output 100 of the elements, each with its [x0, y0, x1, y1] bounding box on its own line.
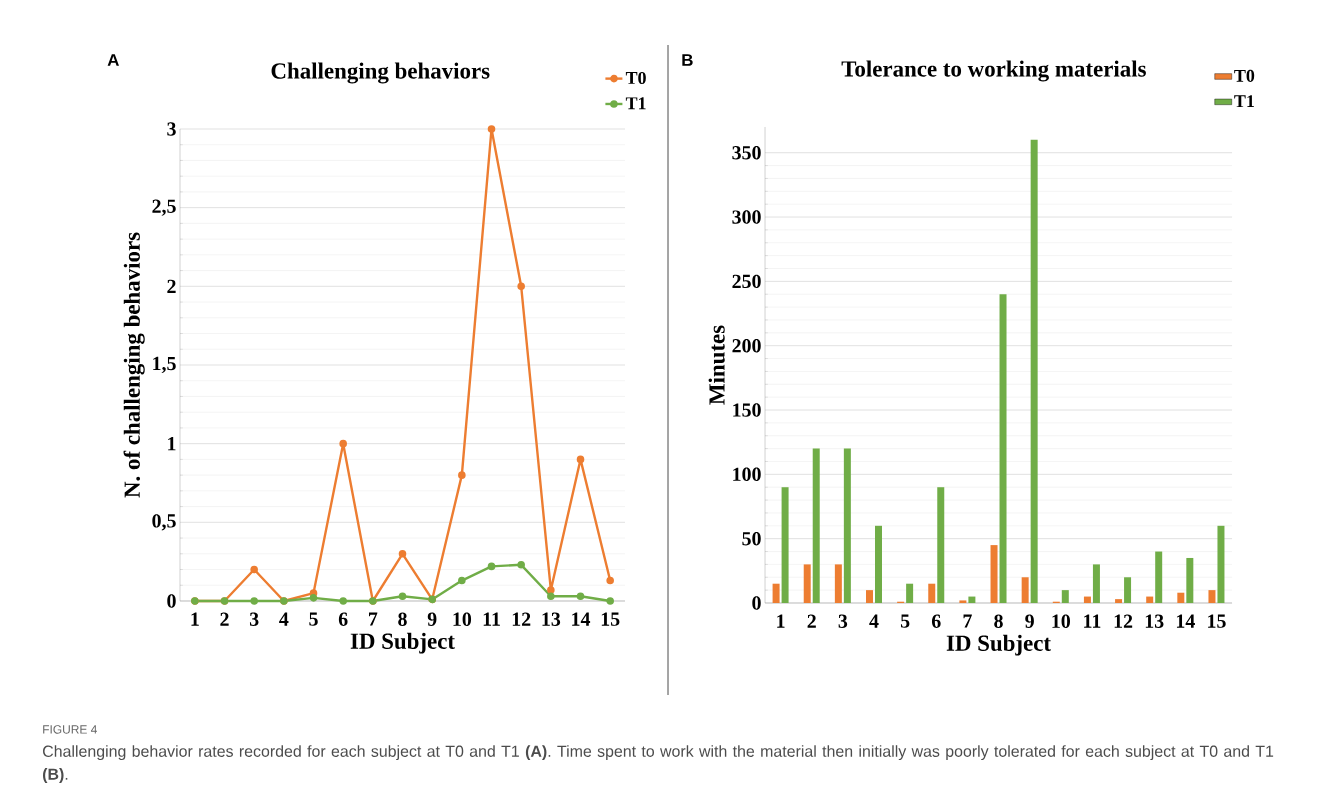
point — [309, 594, 318, 602]
x-tick-label: 6 — [931, 614, 941, 628]
bar — [1155, 551, 1163, 603]
x-tick-label: 3 — [249, 612, 259, 626]
x-tick-label: 7 — [369, 612, 378, 626]
y-tick-label: 2,5 — [152, 199, 176, 216]
x-tick-label: 13 — [542, 612, 561, 626]
point — [487, 125, 496, 133]
y-tick-label: 50 — [742, 531, 761, 546]
bar — [865, 590, 873, 603]
bar — [1083, 596, 1091, 603]
bar — [1186, 557, 1194, 603]
y-tick-label: 1 — [168, 437, 176, 451]
point — [576, 455, 585, 464]
x-tick-label: 8 — [398, 612, 407, 626]
point — [547, 586, 555, 594]
point — [576, 592, 585, 601]
y-axis-title: N. of challenging behaviors — [123, 232, 145, 498]
text: Challenging behavior rates recorded for each subject at T0 and T1 (A). Time spent to work with the material then initially was poorly tolerated for each subject at T0 and T1 (B). — [43, 745, 1274, 783]
y-tick-label: 100 — [733, 467, 761, 482]
chart-title: Challenging behaviors — [271, 62, 490, 84]
y-tick-label: 350 — [732, 145, 761, 160]
x-tick-label: 14 — [572, 612, 591, 626]
y-tick-label: 1,5 — [153, 356, 176, 374]
point — [606, 576, 614, 585]
bar — [834, 564, 842, 603]
bar — [1115, 599, 1123, 603]
x-tick-label: 6 — [338, 612, 348, 626]
point — [398, 592, 407, 601]
x-tick-label: 10 — [1052, 614, 1070, 628]
x-tick-label: 11 — [483, 612, 500, 626]
x-tick-label: 14 — [1176, 614, 1195, 628]
x-tick-label: 15 — [601, 612, 620, 626]
point — [547, 592, 555, 601]
bar — [812, 448, 820, 603]
point — [339, 439, 347, 448]
point — [606, 597, 614, 605]
bar — [959, 600, 967, 603]
x-tick-label: 11 — [1084, 614, 1101, 628]
y-tick-label: 0 — [752, 596, 761, 610]
bar — [937, 487, 945, 603]
caption: FIGURE 4 — [43, 725, 97, 734]
bar — [968, 596, 976, 603]
bar — [1217, 525, 1225, 603]
text: B — [682, 54, 693, 66]
point — [487, 562, 496, 571]
x-tick-label: 15 — [1208, 614, 1226, 628]
point — [250, 597, 258, 605]
x-tick-label: 10 — [453, 612, 472, 626]
x-tick-label: 9 — [427, 612, 437, 626]
point — [398, 549, 407, 558]
bar — [1092, 564, 1100, 603]
legend-label: T1 — [1234, 95, 1254, 108]
bar — [843, 448, 851, 603]
x-tick-label: 2 — [220, 612, 229, 626]
y-axis-title: Minutes — [708, 325, 725, 405]
point — [517, 561, 525, 569]
point — [458, 471, 466, 479]
bar — [1124, 577, 1132, 603]
bar — [999, 294, 1007, 603]
x-tick-label: 9 — [1025, 614, 1034, 628]
bar — [990, 545, 998, 603]
bar — [928, 583, 936, 603]
y-tick-label: 250 — [732, 274, 761, 289]
x-tick-label: 1 — [191, 612, 199, 626]
x-tick-label: 4 — [279, 612, 289, 626]
x-axis-title: ID Subject — [350, 632, 455, 654]
bar — [906, 583, 914, 603]
bar — [1208, 590, 1216, 603]
y-tick-label: 150 — [733, 403, 761, 417]
x-tick-label: 7 — [963, 614, 972, 628]
bar — [1061, 590, 1069, 603]
point — [339, 597, 347, 605]
bar — [1146, 596, 1154, 603]
x-tick-label: 12 — [512, 612, 531, 626]
y-tick-label: 300 — [732, 210, 761, 224]
x-tick-label: 3 — [838, 614, 848, 628]
legend-label: T1 — [625, 97, 646, 110]
x-tick-label: 4 — [869, 614, 879, 628]
y-tick-label: 200 — [732, 338, 761, 353]
x-tick-label: 5 — [309, 612, 318, 626]
x-tick-label: 2 — [807, 614, 816, 628]
x-tick-label: 12 — [1114, 614, 1133, 628]
x-tick-label: 8 — [994, 614, 1003, 628]
chart-title: Tolerance to working materials — [841, 60, 1146, 82]
bar — [772, 583, 780, 603]
x-tick-label: 5 — [900, 614, 910, 628]
point — [517, 282, 525, 291]
y-tick-label: 0 — [167, 594, 176, 608]
bar — [1030, 139, 1038, 603]
bar — [803, 564, 811, 603]
x-axis-title: ID Subject — [946, 634, 1051, 656]
y-tick-label: 0,5 — [152, 514, 176, 531]
legend-label: T0 — [625, 71, 646, 84]
y-tick-label: 3 — [167, 122, 176, 136]
x-tick-label: 1 — [777, 614, 785, 628]
text: A — [107, 54, 119, 66]
legend-label: T0 — [1234, 69, 1255, 82]
y-tick-label: 2 — [167, 279, 176, 293]
bar — [1177, 592, 1185, 603]
